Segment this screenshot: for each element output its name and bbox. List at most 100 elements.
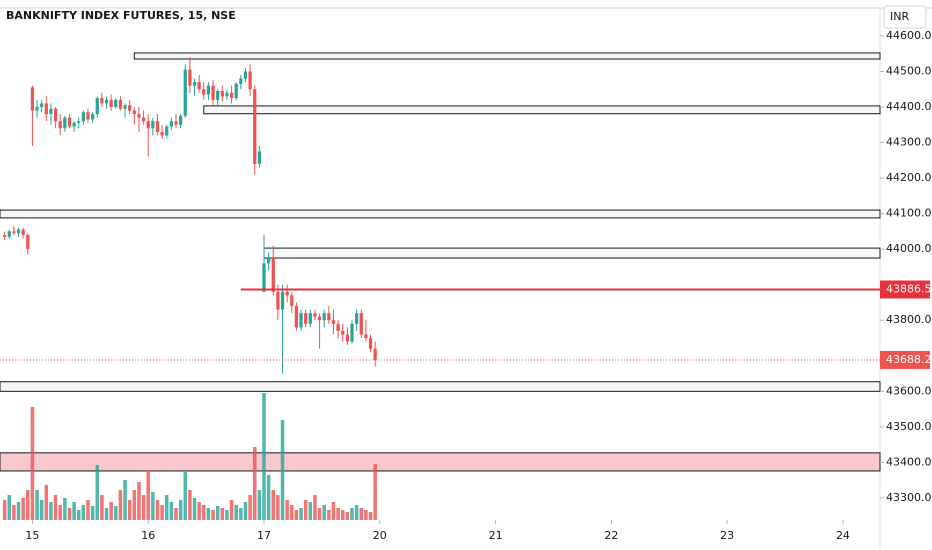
volume-bar bbox=[127, 500, 132, 520]
candle-body bbox=[373, 348, 377, 360]
volume-bar bbox=[183, 472, 188, 520]
volume-bar bbox=[114, 506, 118, 520]
candle-body bbox=[26, 234, 30, 250]
candle-body bbox=[239, 78, 243, 84]
level-label: 43886.50 bbox=[886, 283, 932, 296]
volume-bar bbox=[317, 508, 322, 520]
candle-body bbox=[160, 131, 164, 136]
volume-bar bbox=[174, 508, 178, 520]
candle-body bbox=[16, 229, 21, 234]
zone bbox=[203, 105, 881, 115]
x-tick-label: 22 bbox=[604, 529, 618, 542]
volume-bar bbox=[123, 480, 127, 520]
volume-bar bbox=[211, 510, 215, 520]
volume-bar bbox=[359, 508, 364, 520]
y-tick-label: 44000.00 bbox=[886, 242, 932, 255]
candle-body bbox=[225, 92, 229, 97]
volume-bar bbox=[368, 512, 373, 520]
currency[interactable]: INR bbox=[890, 10, 909, 23]
volume-bar bbox=[109, 502, 113, 520]
candle-body bbox=[313, 313, 317, 317]
candle-body bbox=[276, 291, 280, 310]
volume-bar bbox=[285, 500, 289, 520]
candle-body bbox=[100, 98, 104, 104]
candle-body bbox=[271, 258, 275, 292]
volume-bar bbox=[39, 500, 44, 520]
candle-body bbox=[109, 99, 113, 107]
candle-body bbox=[229, 92, 234, 99]
volume-bar bbox=[146, 470, 150, 520]
volume-bar bbox=[313, 495, 317, 520]
volume-bar bbox=[308, 502, 313, 520]
candle-body bbox=[359, 313, 363, 335]
level-tag bbox=[880, 280, 930, 299]
volume-bar bbox=[322, 505, 326, 520]
candle-body bbox=[183, 69, 187, 116]
volume-bar bbox=[53, 495, 58, 520]
volume-bar bbox=[76, 510, 81, 520]
candle-body bbox=[345, 334, 349, 342]
volume-bar bbox=[141, 495, 146, 520]
candle-body bbox=[322, 313, 326, 321]
candle-body bbox=[364, 334, 368, 339]
candle-body bbox=[30, 87, 35, 111]
last-price-label: 43688.25 bbox=[886, 353, 932, 366]
volume-bar bbox=[280, 420, 285, 520]
y-tick-label: 43800.00 bbox=[886, 313, 932, 326]
volume-bar bbox=[155, 500, 160, 520]
volume-bar bbox=[72, 502, 76, 520]
currency-box[interactable] bbox=[883, 5, 927, 29]
volume-bar bbox=[35, 490, 39, 520]
candle-body bbox=[257, 151, 261, 164]
volume-bar bbox=[345, 512, 350, 520]
volume-bar bbox=[202, 505, 206, 520]
volume-bar bbox=[220, 508, 225, 520]
volume-bar bbox=[340, 510, 345, 520]
y-tick-label: 44300.00 bbox=[886, 136, 932, 149]
candle-body bbox=[350, 323, 354, 342]
volume-bar bbox=[327, 510, 331, 520]
candle-body bbox=[220, 90, 224, 97]
candle-body bbox=[317, 316, 322, 321]
candle-body bbox=[308, 313, 312, 324]
candle-body bbox=[299, 313, 303, 328]
y-tick-label: 43500.00 bbox=[886, 420, 932, 433]
volume-bar bbox=[239, 508, 243, 520]
x-tick-label: 24 bbox=[836, 529, 850, 542]
volume-bar bbox=[197, 502, 201, 520]
candle-body bbox=[7, 231, 11, 237]
candle-body bbox=[192, 82, 197, 86]
candle-body bbox=[248, 71, 252, 90]
volume-bar bbox=[294, 510, 299, 520]
volume-bar bbox=[257, 490, 262, 520]
candle-body bbox=[49, 108, 53, 115]
candle-body bbox=[243, 71, 248, 79]
volume-bar bbox=[234, 505, 238, 520]
candle-body bbox=[63, 117, 67, 129]
candle-body bbox=[118, 99, 123, 109]
candle-body bbox=[86, 112, 90, 120]
zone bbox=[263, 247, 881, 259]
volume-bar bbox=[58, 505, 62, 520]
volume-bar bbox=[169, 502, 174, 520]
zone bbox=[0, 452, 881, 472]
candle-body bbox=[141, 117, 146, 122]
y-tick-label: 44600.00 bbox=[886, 29, 932, 42]
candle-body bbox=[285, 291, 289, 296]
volume-bar bbox=[290, 505, 294, 520]
volume-bar bbox=[12, 505, 16, 520]
volume-bar bbox=[276, 495, 280, 520]
volume-bar bbox=[248, 495, 252, 520]
volume-bar bbox=[192, 498, 197, 520]
candle-body bbox=[174, 121, 178, 125]
candle-body bbox=[155, 121, 160, 132]
volume-bar bbox=[16, 502, 21, 520]
volume-bar bbox=[90, 506, 95, 520]
volume-bar bbox=[271, 490, 276, 520]
volume-bar bbox=[7, 495, 12, 520]
volume-bar bbox=[350, 508, 354, 520]
volume-bar bbox=[151, 492, 155, 520]
volume-bar bbox=[21, 498, 25, 520]
volume-bar bbox=[81, 505, 86, 520]
candle-body bbox=[91, 114, 95, 120]
